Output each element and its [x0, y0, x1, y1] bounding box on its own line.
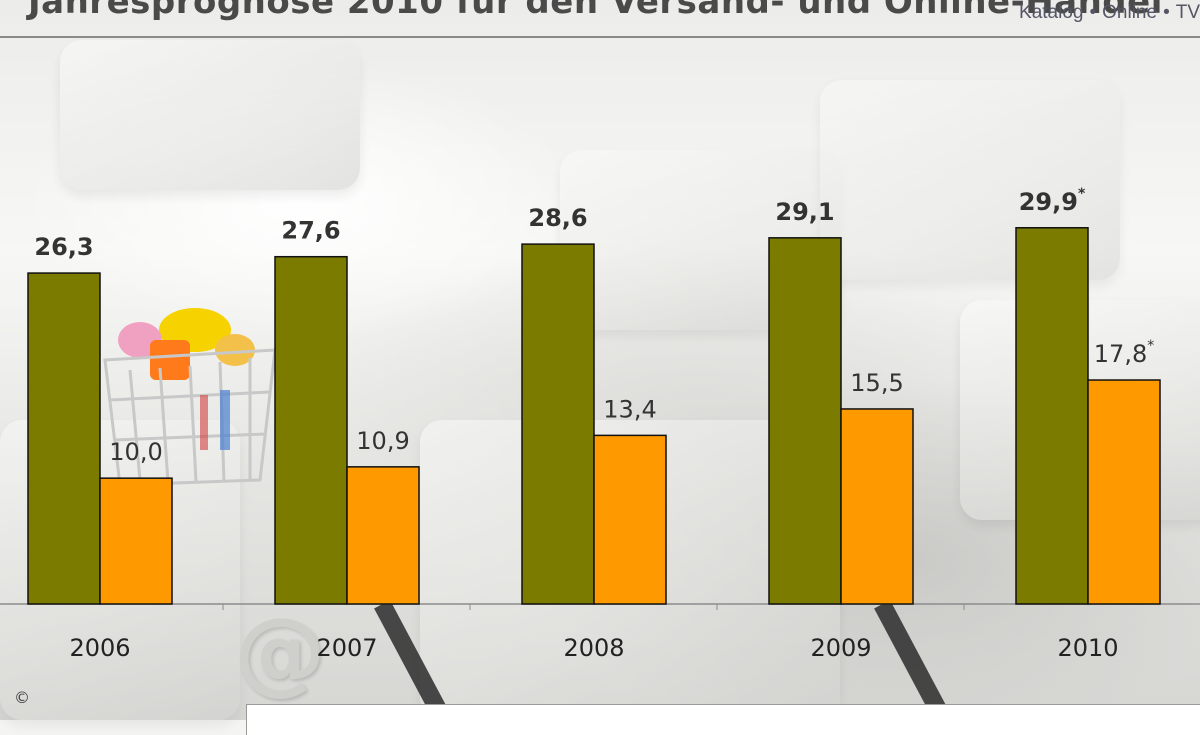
bar-online: [99, 477, 173, 605]
bar-total: [521, 243, 595, 605]
x-tick-label: 2010: [1057, 634, 1118, 662]
bar-total: [27, 272, 101, 605]
tag-online: Online: [1102, 2, 1158, 23]
x-tick-label: 2007: [316, 634, 377, 662]
copyright-icon: ©: [14, 688, 30, 707]
x-tick-label: 2009: [810, 634, 871, 662]
bar-chart: 26,3 10,0 2006 27,6 10,9 2007 28,6 13,4 2008 29,1…: [0, 186, 1200, 662]
header-divider: [0, 36, 1200, 38]
separator-dot: •: [1163, 2, 1170, 23]
bar-total: [274, 255, 348, 605]
tag-katalog: Katalog: [1019, 2, 1084, 23]
data-label-online: 10,9: [356, 427, 409, 455]
bar-online: [1087, 379, 1161, 605]
data-label-total: 29,9*: [1019, 186, 1086, 216]
data-label-total: 29,1: [775, 198, 834, 226]
x-tick-label: 2008: [563, 634, 624, 662]
bar-total: [768, 237, 842, 605]
bar-online: [346, 466, 420, 605]
data-label-online: 13,4: [603, 395, 656, 423]
bar-online: [593, 434, 667, 605]
data-label-online: 17,8*: [1094, 338, 1154, 368]
data-label-total: 26,3: [34, 233, 93, 261]
shopping-cart-illustration: [103, 308, 277, 487]
bar-online: [840, 408, 914, 605]
data-label-total: 28,6: [528, 204, 587, 232]
tag-tv: TV: [1175, 2, 1200, 23]
keycap-decoration: [60, 40, 360, 190]
data-label-online: 10,0: [109, 438, 162, 466]
chart-title: Jahresprognose 2010 für den Versand- und…: [28, 0, 1163, 22]
header-tags: Katalog • Online • TV: [1019, 2, 1200, 24]
x-tick-label: 2006: [69, 634, 130, 662]
separator-dot: •: [1089, 2, 1097, 23]
at-sign-icon: @: [234, 598, 326, 705]
bar-total: [1015, 227, 1089, 605]
data-label-online: 15,5: [850, 369, 903, 397]
data-label-total: 27,6: [281, 217, 340, 245]
